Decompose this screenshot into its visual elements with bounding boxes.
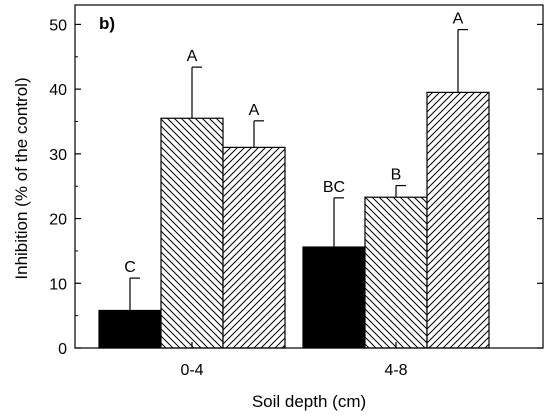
bar [98, 309, 162, 349]
y-tick-label: 0 [58, 341, 67, 358]
bar [364, 196, 428, 349]
y-tick-label: 10 [49, 276, 67, 293]
x-tick-label: 0-4 [180, 362, 203, 379]
x-axis: 0-4 4-8 [180, 342, 408, 379]
y-axis: 0 10 20 30 40 50 [49, 17, 543, 358]
significance-label: B [391, 167, 402, 184]
y-tick-label: 40 [49, 82, 67, 99]
y-tick-label: 50 [49, 17, 67, 34]
bar [302, 246, 366, 349]
error-bars-layer [129, 28, 468, 311]
x-tick-label: 4-8 [384, 362, 407, 379]
significance-labels-layer: C BC A B A A [124, 11, 463, 277]
plot-frame [74, 4, 544, 349]
significance-label: A [249, 102, 260, 119]
significance-label: BC [323, 179, 345, 196]
bar [160, 117, 224, 349]
y-tick-label: 30 [49, 147, 67, 164]
x-axis-title: Soil depth (cm) [252, 392, 366, 411]
significance-label: C [124, 259, 136, 276]
bars-layer [98, 91, 490, 349]
bar [222, 146, 286, 349]
significance-label: A [453, 11, 464, 28]
y-tick-label: 20 [49, 212, 67, 229]
y-axis-title: Inhibition (% of the control) [12, 77, 31, 279]
significance-label: A [187, 48, 198, 65]
panel-label: b) [99, 14, 115, 33]
bar [426, 91, 490, 349]
